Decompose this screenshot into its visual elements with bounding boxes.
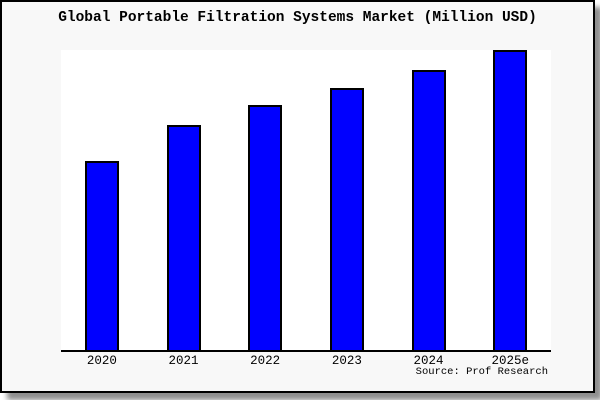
source-attribution: Source: Prof Research — [415, 366, 548, 378]
bar-slot — [388, 50, 470, 350]
x-axis-labels: 2020 2021 2022 2023 2024 2025e — [61, 354, 551, 369]
chart-title: Global Portable Filtration Systems Marke… — [58, 10, 537, 26]
x-tick-label: 2024 — [413, 354, 444, 368]
bar-2025e — [493, 50, 528, 350]
bar-2021 — [166, 125, 201, 350]
bar-2024 — [411, 70, 446, 350]
bar-slot — [224, 50, 306, 350]
chart-frame: Global Portable Filtration Systems Marke… — [0, 0, 595, 393]
x-tick-label: 2022 — [250, 354, 281, 368]
plot-area — [61, 50, 551, 352]
bar-2020 — [84, 161, 119, 350]
x-tick-label: 2025e — [491, 354, 529, 368]
x-tick-label: 2023 — [331, 354, 362, 368]
x-tick-label: 2020 — [86, 354, 117, 368]
bar-2023 — [329, 88, 364, 350]
bar-slot — [469, 50, 551, 350]
bars — [61, 50, 551, 350]
bar-slot — [61, 50, 143, 350]
bar-2022 — [248, 105, 283, 350]
x-tick-label: 2021 — [168, 354, 199, 368]
bar-slot — [306, 50, 388, 350]
bar-slot — [143, 50, 225, 350]
